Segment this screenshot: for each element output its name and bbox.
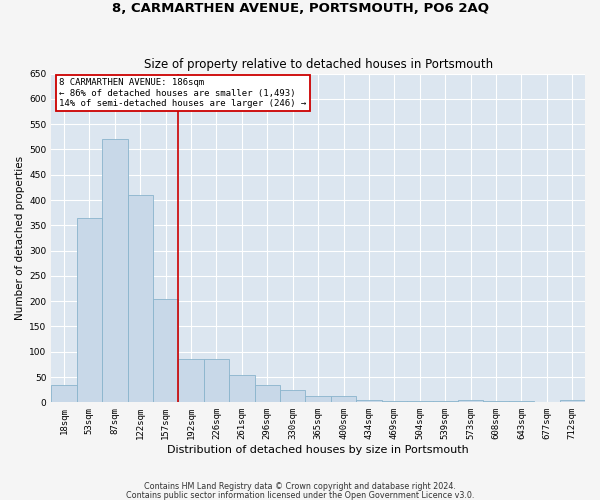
- Bar: [51, 384, 77, 402]
- Bar: [204, 360, 229, 403]
- Bar: [153, 298, 178, 403]
- Bar: [331, 396, 356, 402]
- Bar: [458, 400, 484, 402]
- Y-axis label: Number of detached properties: Number of detached properties: [15, 156, 25, 320]
- Bar: [77, 218, 102, 402]
- X-axis label: Distribution of detached houses by size in Portsmouth: Distribution of detached houses by size …: [167, 445, 469, 455]
- Text: Contains public sector information licensed under the Open Government Licence v3: Contains public sector information licen…: [126, 490, 474, 500]
- Bar: [128, 195, 153, 402]
- Bar: [356, 400, 382, 402]
- Bar: [280, 390, 305, 402]
- Bar: [560, 400, 585, 402]
- Bar: [254, 384, 280, 402]
- Text: Contains HM Land Registry data © Crown copyright and database right 2024.: Contains HM Land Registry data © Crown c…: [144, 482, 456, 491]
- Bar: [229, 374, 254, 402]
- Text: 8, CARMARTHEN AVENUE, PORTSMOUTH, PO6 2AQ: 8, CARMARTHEN AVENUE, PORTSMOUTH, PO6 2A…: [112, 2, 488, 16]
- Title: Size of property relative to detached houses in Portsmouth: Size of property relative to detached ho…: [143, 58, 493, 71]
- Bar: [305, 396, 331, 402]
- Bar: [102, 140, 128, 402]
- Text: 8 CARMARTHEN AVENUE: 186sqm
← 86% of detached houses are smaller (1,493)
14% of : 8 CARMARTHEN AVENUE: 186sqm ← 86% of det…: [59, 78, 307, 108]
- Bar: [178, 360, 204, 403]
